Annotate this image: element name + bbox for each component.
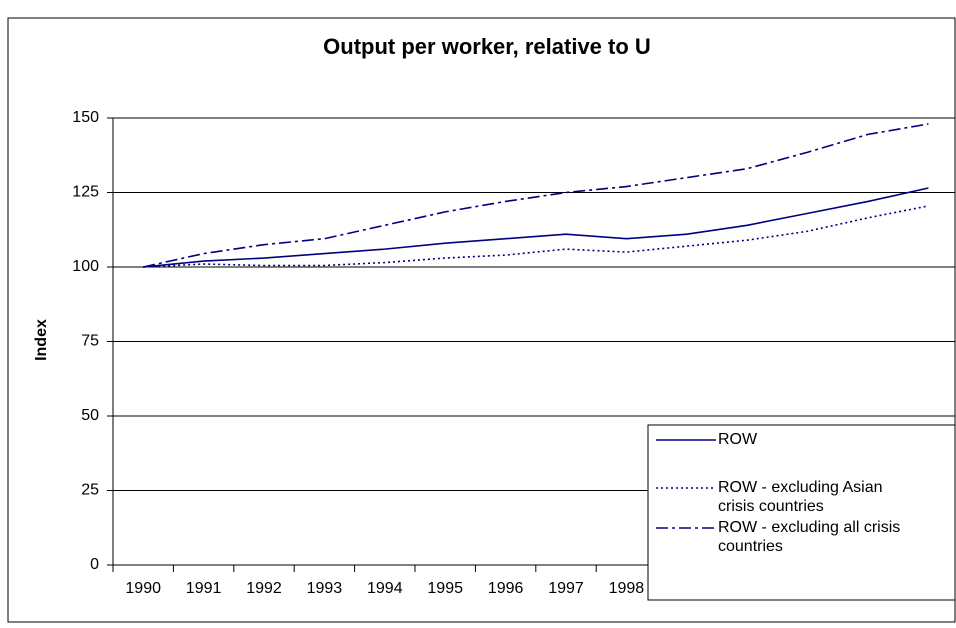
x-tick-label: 1998 [609,580,645,597]
y-tick-label: 25 [81,482,99,499]
series-line [143,205,929,268]
series-line [143,123,929,268]
y-tick-label: 100 [72,258,99,275]
x-tick-label: 1994 [367,580,403,597]
y-tick-label: 150 [72,109,99,126]
y-tick-label: 0 [90,556,99,573]
y-tick-label: 125 [72,184,99,201]
x-tick-label: 1993 [307,580,343,597]
chart-title: Output per worker, relative to U [323,34,651,59]
x-tick-label: 1991 [186,580,222,597]
legend-box [647,424,956,601]
legend-label: ROW - excluding Asian crisis countries [718,479,883,515]
y-axis-label: Index [33,319,50,361]
x-tick-label: 1992 [246,580,282,597]
x-tick-label: 1990 [125,580,161,597]
legend-label: ROW [718,431,758,448]
x-tick-label: 1997 [548,580,584,597]
series-line [143,187,929,268]
x-tick-label: 1996 [488,580,524,597]
y-tick-label: 75 [81,333,99,350]
legend-label: ROW - excluding all crisis countries [718,519,900,555]
y-tick-label: 50 [81,407,99,424]
x-tick-label: 1995 [427,580,463,597]
